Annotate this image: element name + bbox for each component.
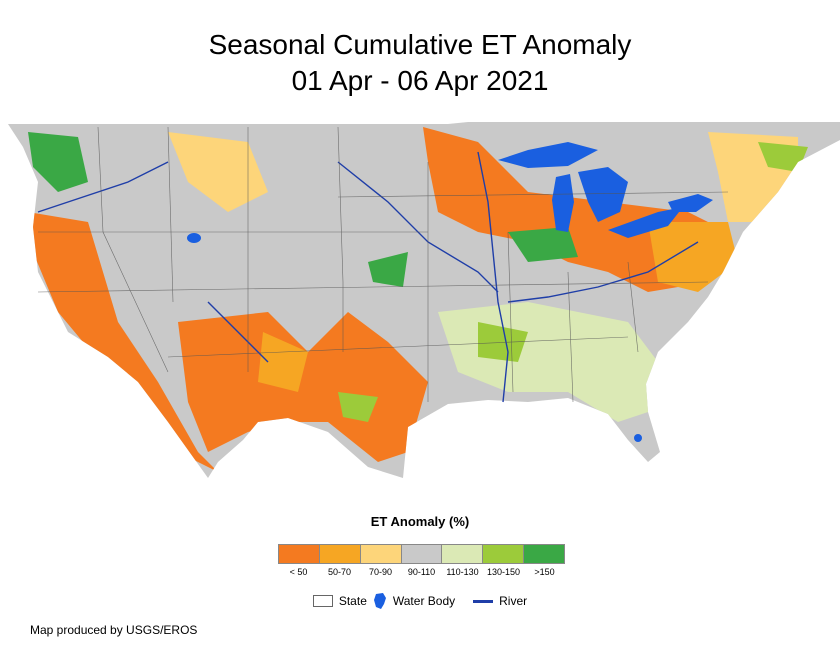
- map-title: Seasonal Cumulative ET Anomaly: [208, 29, 632, 60]
- legend-label: 130-150: [486, 567, 521, 577]
- river-icon: [473, 599, 494, 603]
- state-key-label: State: [338, 594, 367, 608]
- great-lakes: [498, 142, 713, 238]
- state-borders: [37, 126, 729, 403]
- legend-title: ET Anomaly (%): [370, 514, 470, 529]
- legend-label: < 50: [289, 567, 308, 577]
- legend-label: 110-130: [446, 567, 479, 577]
- legend-swatch: [401, 545, 443, 563]
- water-body-key-label: Water Body: [392, 594, 456, 608]
- lake-okeechobee: [634, 434, 642, 442]
- legend-swatch: [483, 545, 525, 563]
- water-body-icon: [373, 593, 386, 609]
- credit-text: Map produced by USGS/EROS: [30, 623, 198, 637]
- legend-label: 70-90: [368, 567, 393, 577]
- legend-color-bar: [278, 544, 565, 564]
- legend-swatch: [279, 545, 320, 563]
- legend-swatch: [319, 545, 361, 563]
- legend-label: 90-110: [407, 567, 436, 577]
- great-salt-lake: [187, 233, 201, 243]
- legend-labels: < 50 50-70 70-90 90-110 110-130 130-150 …: [278, 567, 565, 577]
- map-key: State Water Body River: [0, 592, 840, 610]
- legend-swatch: [442, 545, 484, 563]
- legend-swatch: [524, 545, 565, 563]
- us-et-anomaly-map: [8, 122, 840, 478]
- anomaly-fill: [8, 122, 840, 478]
- rivers: [37, 151, 699, 403]
- legend-label: 50-70: [327, 567, 352, 577]
- map-date-range: 01 Apr - 06 Apr 2021: [291, 65, 549, 96]
- legend-label: >150: [534, 567, 555, 577]
- legend-swatch: [360, 545, 402, 563]
- river-key-label: River: [499, 594, 528, 608]
- state-icon: [312, 595, 333, 607]
